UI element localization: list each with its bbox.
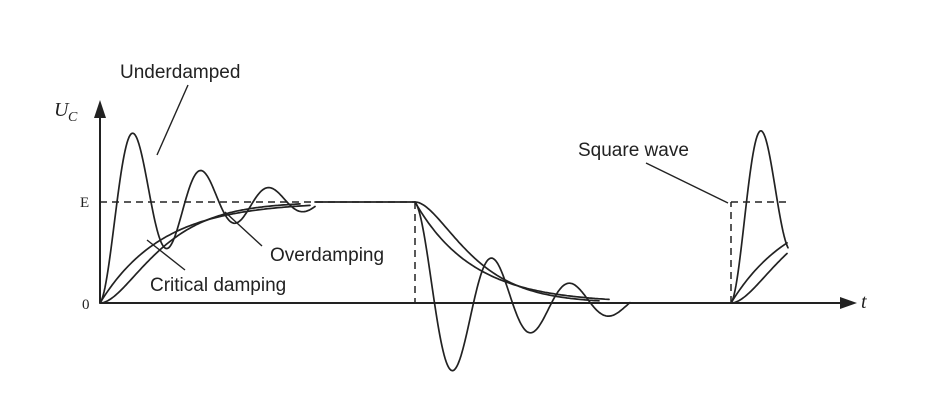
y-axis-symbol: U (54, 99, 70, 121)
underdamped-leader-line (156, 84, 189, 156)
overdamping-curve-fall (414, 201, 610, 301)
underdamped-curve-rise (99, 132, 316, 304)
square-wave-leader-line (645, 162, 729, 204)
overdamping-label: Overdamping (270, 245, 384, 266)
critical-damping-curve-second-rise (730, 252, 788, 304)
critical-damping-label: Critical damping (150, 275, 286, 296)
overdamping-curve-rise (99, 204, 311, 304)
overdamping-leader-line (224, 211, 263, 247)
x-axis-arrowhead (840, 297, 857, 309)
critical-damping-curve-fall (414, 201, 600, 302)
critical-damping-leader-line (146, 239, 186, 271)
underdamped-label: Underdamped (120, 62, 240, 83)
underdamped-curve-second-rise (730, 129, 789, 304)
x-axis-symbol: t (861, 291, 867, 313)
overdamping-curve-second-rise (730, 242, 788, 304)
origin-label: 0 (82, 297, 90, 313)
level-e-label: E (80, 195, 89, 211)
y-axis-subscript: C (68, 110, 78, 125)
y-axis-arrowhead (94, 100, 106, 118)
square-wave-label: Square wave (578, 140, 689, 161)
underdamped-curve-fall (414, 201, 631, 372)
